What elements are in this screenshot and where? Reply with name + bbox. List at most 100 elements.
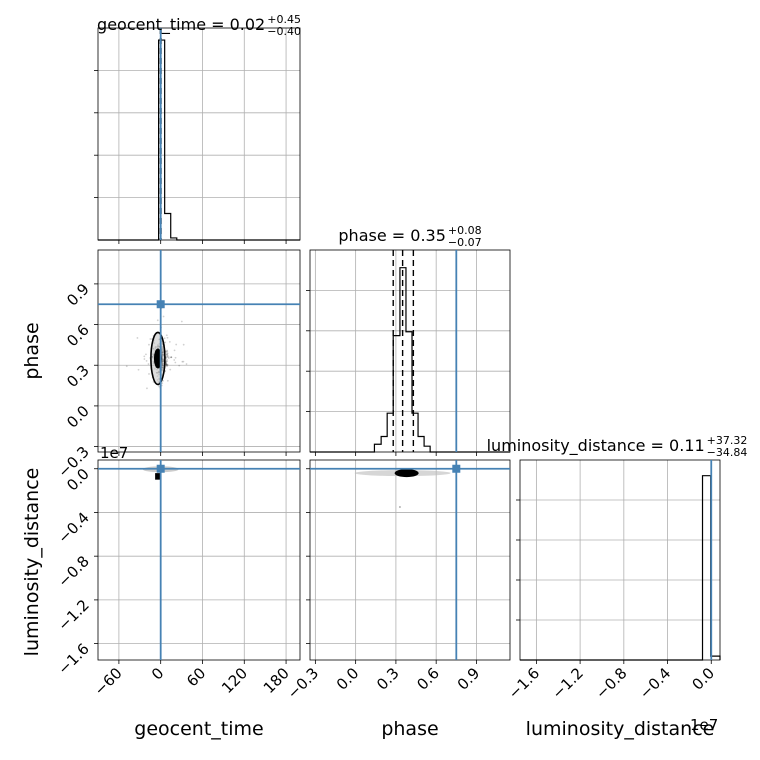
sample-point xyxy=(161,382,164,384)
x-tick-label: 0.3 xyxy=(373,664,403,694)
sample-point xyxy=(166,358,168,361)
density-block xyxy=(155,473,161,480)
sample-point xyxy=(166,349,168,352)
truth-marker xyxy=(452,464,461,473)
title-phase: phase = 0.35 +0.08−0.07 xyxy=(338,224,481,249)
title-minus: −0.07 xyxy=(448,236,482,249)
sample-point xyxy=(149,338,152,340)
sample-point xyxy=(166,354,169,357)
gridlines xyxy=(98,250,300,452)
panel-frame xyxy=(97,27,301,241)
offset-text-y: 1e7 xyxy=(100,444,128,462)
title-main: geocent_time = 0.02 xyxy=(97,15,265,35)
y-tick-label: −1.6 xyxy=(54,640,92,678)
sample-point xyxy=(166,364,169,367)
y-axis-label-luminosity-distance: luminosity_distance xyxy=(21,468,43,657)
sample-point xyxy=(145,359,148,362)
y-tick-label: 0.6 xyxy=(63,321,93,351)
sample-point xyxy=(158,385,161,388)
sample-point xyxy=(168,340,171,343)
sample-point xyxy=(167,356,170,358)
title-main: phase = 0.35 xyxy=(338,226,445,245)
gridlines xyxy=(310,460,510,660)
sample-point xyxy=(166,355,169,358)
x-tick-label: −0.3 xyxy=(284,664,322,702)
sample-point xyxy=(165,363,168,366)
sample-point xyxy=(178,364,181,367)
sample-point xyxy=(148,373,150,375)
y-tick-label: −0.8 xyxy=(54,552,92,590)
sample-point xyxy=(165,360,168,362)
contour-inner xyxy=(394,469,419,478)
gridlines xyxy=(310,250,510,452)
y-tick-label: 0.3 xyxy=(63,361,93,391)
sample-point xyxy=(398,505,401,508)
sample-point xyxy=(166,352,169,355)
sample-point xyxy=(166,363,169,366)
panel-frame xyxy=(309,459,511,661)
sample-point xyxy=(167,357,170,360)
sample-point xyxy=(165,354,168,356)
sample-point xyxy=(166,360,168,363)
sample-point xyxy=(174,356,177,359)
x-tick-label: −60 xyxy=(91,664,126,699)
sample-point xyxy=(165,362,168,365)
y-tick-label: 0.9 xyxy=(63,280,93,310)
sample-point xyxy=(163,337,166,340)
x-tick-label: 0.0 xyxy=(333,664,363,694)
truth-marker xyxy=(156,300,165,309)
panel-frame xyxy=(97,459,301,661)
sample-point xyxy=(175,343,178,346)
histogram-geocent_time xyxy=(98,39,300,241)
title-luminosity-distance: luminosity_distance = 0.11 +37.32−34.84 xyxy=(487,434,748,459)
x-tick-label: −1.6 xyxy=(505,664,543,702)
title-plus: +0.08 xyxy=(448,224,482,237)
title-plus: +0.45 xyxy=(267,13,301,26)
sample-point xyxy=(182,360,185,363)
title-main: luminosity_distance = 0.11 xyxy=(487,436,705,456)
sample-point xyxy=(182,343,185,346)
x-axis-label-phase: phase xyxy=(381,718,438,740)
sample-point xyxy=(170,356,172,359)
sample-point xyxy=(180,320,183,323)
sample-point xyxy=(147,363,150,365)
sample-point xyxy=(165,351,168,354)
x-tick-label: 0.9 xyxy=(454,664,484,694)
sample-point xyxy=(136,337,139,339)
sample-point xyxy=(165,356,168,359)
y-tick-label: 0.0 xyxy=(63,402,93,432)
sample-point xyxy=(148,343,150,346)
sample-point xyxy=(185,363,188,365)
gridlines xyxy=(98,460,300,660)
sample-point xyxy=(156,319,159,322)
sample-point xyxy=(165,352,168,355)
x-tick-label: 120 xyxy=(218,664,251,697)
histogram-phase xyxy=(310,267,510,453)
gridlines xyxy=(520,460,720,660)
sample-point xyxy=(170,356,173,359)
sample-point xyxy=(143,358,146,360)
title-geocent-time: geocent_time = 0.02 +0.45−0.40 xyxy=(97,13,301,38)
y-tick-label: −0.4 xyxy=(54,509,92,547)
panel-frame xyxy=(97,249,301,453)
sample-point xyxy=(181,360,184,363)
sample-point xyxy=(145,353,147,356)
histogram-luminosity_distance xyxy=(520,475,721,661)
sample-point xyxy=(165,361,168,364)
title-minus: −34.84 xyxy=(707,446,748,459)
x-tick-label: 60 xyxy=(183,664,209,690)
x-tick-label: 0 xyxy=(148,664,167,683)
x-tick-label: −0.4 xyxy=(636,664,674,702)
sample-point xyxy=(173,359,176,361)
sample-point xyxy=(166,336,169,339)
offset-text-x: 1e7 xyxy=(690,716,718,734)
sample-point xyxy=(166,356,169,358)
sample-point xyxy=(174,361,177,364)
panel-frame xyxy=(309,249,511,453)
sample-point xyxy=(173,349,176,352)
sample-point xyxy=(166,353,168,356)
sample-point xyxy=(162,315,165,318)
sample-point xyxy=(165,364,168,367)
x-tick-label: 0.6 xyxy=(413,664,443,694)
y-tick-label: −1.2 xyxy=(54,596,92,634)
